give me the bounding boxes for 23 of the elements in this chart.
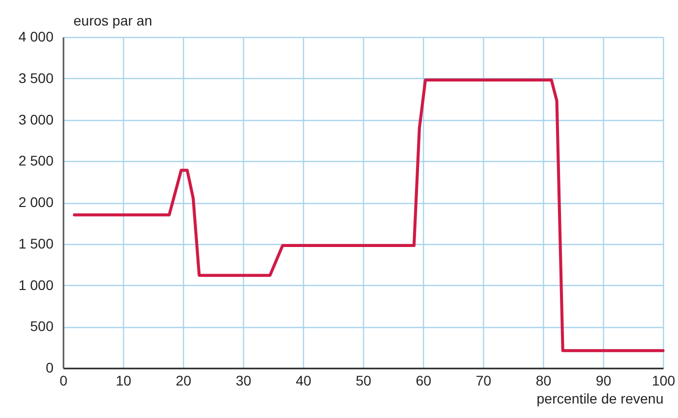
x-tick-label: 50: [356, 372, 372, 388]
x-tick-label: 100: [652, 372, 676, 388]
y-tick-label: 3 000: [18, 111, 54, 128]
y-tick-label: 4 000: [18, 28, 54, 44]
y-tick-label: 1 000: [18, 276, 54, 293]
x-tick-label: 60: [416, 372, 432, 388]
line-series: [72, 78, 664, 352]
y-axis-title: euros par an: [74, 12, 152, 28]
y-tick-label: 500: [30, 318, 54, 334]
x-tick-label: 30: [236, 372, 252, 388]
y-tick-label: 2 500: [18, 152, 54, 169]
x-tick-label: 0: [60, 372, 68, 388]
y-tick-label: 3 500: [18, 70, 54, 86]
x-tick-label: 40: [296, 372, 312, 388]
x-tick-label: 20: [176, 372, 192, 388]
y-tick-label: 1 500: [18, 235, 54, 252]
x-axis-title: percentile de revenu: [536, 390, 664, 406]
x-tick-label: 10: [116, 372, 132, 388]
x-tick-label: 80: [536, 372, 552, 388]
x-tick-label: 90: [596, 372, 612, 388]
y-tick-label: 2 000: [18, 194, 54, 210]
x-tick-label: 70: [476, 372, 492, 388]
y-tick-label: 0: [46, 360, 54, 376]
